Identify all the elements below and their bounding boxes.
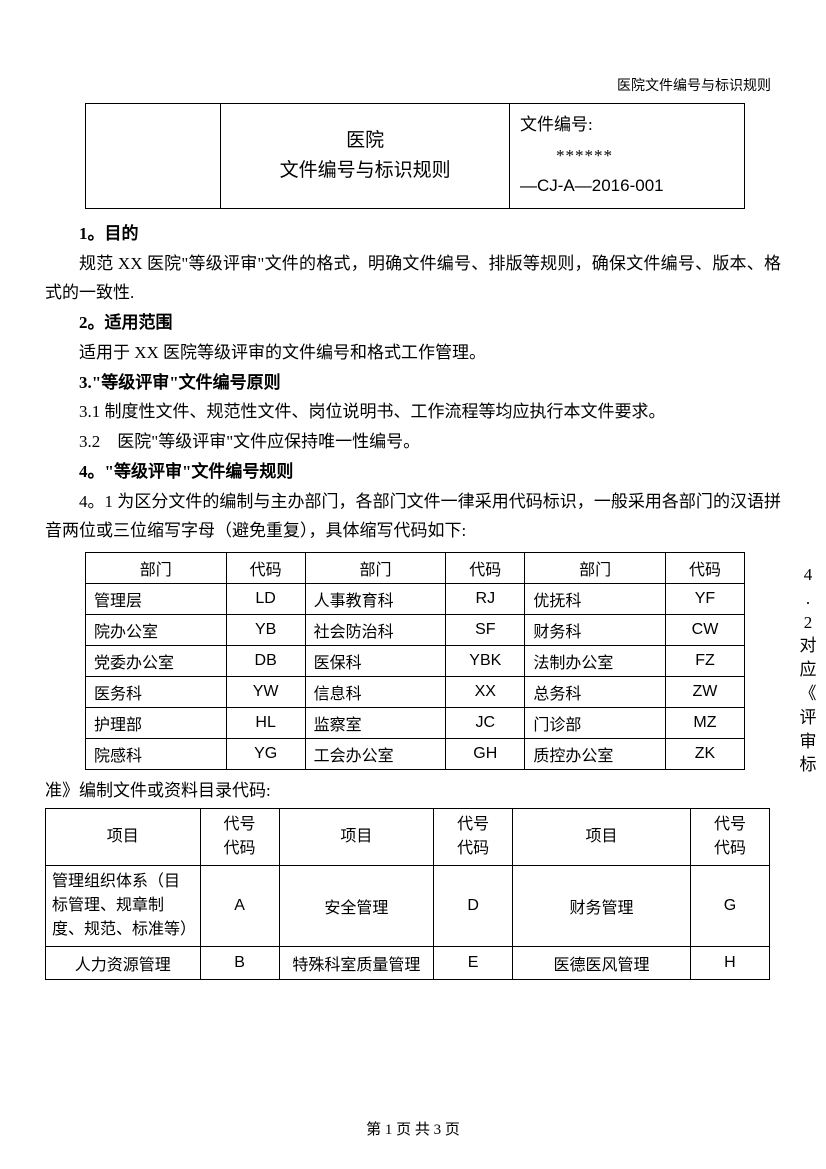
dept-cell: 质控办公室 <box>525 739 666 770</box>
section-4-1: 4。1 为区分文件的编制与主办部门，各部门文件一律采用代码标识，一般采用各部门的… <box>45 487 781 547</box>
proj-cell: 医德医风管理 <box>513 946 691 979</box>
dept-cell: 人事教育科 <box>305 584 446 615</box>
code-cell: DB <box>226 646 305 677</box>
dept-cell: 党委办公室 <box>86 646 227 677</box>
title-blank-cell <box>86 104 221 209</box>
code-cell: G <box>690 865 769 946</box>
dept-cell: 管理层 <box>86 584 227 615</box>
table-header-cell: 代码 <box>226 553 305 584</box>
dept-cell: 财务科 <box>525 615 666 646</box>
section-1-para: 规范 XX 医院"等级评审"文件的格式，明确文件编号、排版等规则，确保文件编号、… <box>45 249 781 309</box>
code-cell: E <box>434 946 513 979</box>
dept-cell: 总务科 <box>525 677 666 708</box>
proj-cell: 管理组织体系（目标管理、规章制度、规范、标准等） <box>46 865 201 946</box>
table-header-cell: 部门 <box>86 553 227 584</box>
code-cell: GH <box>446 739 525 770</box>
title-line1: 医院 <box>346 130 384 151</box>
dept-cell: 医务科 <box>86 677 227 708</box>
section-3-heading: 3."等级评审"文件编号原则 <box>45 368 781 398</box>
docnum-stars: ****** <box>520 146 613 165</box>
table-row: 院感科YG工会办公室GH质控办公室ZK <box>86 739 745 770</box>
title-line2: 文件编号与标识规则 <box>280 160 451 181</box>
code-cell: YW <box>226 677 305 708</box>
dept-cell: 医保科 <box>305 646 446 677</box>
table-row: 医务科YW信息科XX总务科ZW <box>86 677 745 708</box>
table-row: 人力资源管理B特殊科室质量管理E医德医风管理H <box>46 946 770 979</box>
table-row: 管理层LD人事教育科RJ优抚科YF <box>86 584 745 615</box>
dept-cell: 法制办公室 <box>525 646 666 677</box>
code-cell: JC <box>446 708 525 739</box>
dept-cell: 门诊部 <box>525 708 666 739</box>
code-cell: B <box>200 946 279 979</box>
code-cell: H <box>690 946 769 979</box>
department-code-table: 部门代码部门代码部门代码 管理层LD人事教育科RJ优抚科YF院办公室YB社会防治… <box>85 552 745 770</box>
section-4-2-cont-text: 准》编制文件或资料目录代码: <box>45 776 781 806</box>
docnum-code: —CJ-A—2016-001 <box>520 176 664 195</box>
code-cell: SF <box>446 615 525 646</box>
doc-title-cell: 医院 文件编号与标识规则 <box>221 104 510 209</box>
body-text: 1。目的 规范 XX 医院"等级评审"文件的格式，明确文件编号、排版等规则，确保… <box>45 219 781 546</box>
header-right-label: 医院文件编号与标识规则 <box>45 75 781 95</box>
table-header-cell: 项目 <box>513 808 691 865</box>
section-3-2: 3.2 医院"等级评审"文件应保持唯一性编号。 <box>45 427 781 457</box>
table-header-cell: 代号代码 <box>200 808 279 865</box>
proj-cell: 财务管理 <box>513 865 691 946</box>
proj-cell: 人力资源管理 <box>46 946 201 979</box>
table-row: 党委办公室DB医保科YBK法制办公室FZ <box>86 646 745 677</box>
code-cell: RJ <box>446 584 525 615</box>
code-cell: YF <box>665 584 744 615</box>
table-header-cell: 部门 <box>305 553 446 584</box>
table-header-cell: 代码 <box>665 553 744 584</box>
code-cell: YG <box>226 739 305 770</box>
code-cell: D <box>434 865 513 946</box>
dept-cell: 院感科 <box>86 739 227 770</box>
page: 医院文件编号与标识规则 医院 文件编号与标识规则 文件编号: ****** —C… <box>0 0 826 1169</box>
dept-cell: 监察室 <box>305 708 446 739</box>
section-2-para: 适用于 XX 医院等级评审的文件编号和格式工作管理。 <box>45 338 781 368</box>
code-cell: YBK <box>446 646 525 677</box>
code-cell: FZ <box>665 646 744 677</box>
code-cell: HL <box>226 708 305 739</box>
table-header-cell: 项目 <box>46 808 201 865</box>
table-header-cell: 代号代码 <box>690 808 769 865</box>
code-cell: MZ <box>665 708 744 739</box>
dept-cell: 院办公室 <box>86 615 227 646</box>
docnum-label: 文件编号: <box>520 115 593 134</box>
dept-cell: 护理部 <box>86 708 227 739</box>
proj-cell: 安全管理 <box>279 865 434 946</box>
dept-cell: 优抚科 <box>525 584 666 615</box>
section-1-heading: 1。目的 <box>45 219 781 249</box>
table-header-cell: 代号代码 <box>434 808 513 865</box>
table-header-cell: 部门 <box>525 553 666 584</box>
table-header-row: 项目代号代码项目代号代码项目代号代码 <box>46 808 770 865</box>
table-row: 院办公室YB社会防治科SF财务科CW <box>86 615 745 646</box>
code-cell: LD <box>226 584 305 615</box>
dept-cell: 工会办公室 <box>305 739 446 770</box>
section-4-heading: 4。"等级评审"文件编号规则 <box>45 457 781 487</box>
section-3-1: 3.1 制度性文件、规范性文件、岗位说明书、工作流程等均应执行本文件要求。 <box>45 397 781 427</box>
code-cell: YB <box>226 615 305 646</box>
code-cell: A <box>200 865 279 946</box>
title-box-table: 医院 文件编号与标识规则 文件编号: ****** —CJ-A—2016-001 <box>85 103 745 209</box>
code-cell: ZK <box>665 739 744 770</box>
dept-cell: 信息科 <box>305 677 446 708</box>
table-header-cell: 代码 <box>446 553 525 584</box>
proj-cell: 特殊科室质量管理 <box>279 946 434 979</box>
section-4-2-continuation: 准》编制文件或资料目录代码: <box>45 776 781 806</box>
table-row: 护理部HL监察室JC门诊部MZ <box>86 708 745 739</box>
project-code-table: 项目代号代码项目代号代码项目代号代码 管理组织体系（目标管理、规章制度、规范、标… <box>45 808 770 980</box>
code-cell: CW <box>665 615 744 646</box>
code-cell: XX <box>446 677 525 708</box>
dept-cell: 社会防治科 <box>305 615 446 646</box>
code-cell: ZW <box>665 677 744 708</box>
doc-number-cell: 文件编号: ****** —CJ-A—2016-001 <box>509 104 744 209</box>
table-header-cell: 项目 <box>279 808 434 865</box>
section-2-heading: 2。适用范围 <box>45 308 781 338</box>
table-header-row: 部门代码部门代码部门代码 <box>86 553 745 584</box>
page-footer: 第 1 页 共 3 页 <box>0 1118 826 1139</box>
table-row: 管理组织体系（目标管理、规章制度、规范、标准等）A安全管理D财务管理G <box>46 865 770 946</box>
section-4-2-side: 4.2 对应《评审标 <box>798 563 818 777</box>
